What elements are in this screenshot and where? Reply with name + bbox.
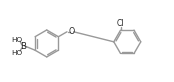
Text: Cl: Cl bbox=[117, 19, 125, 28]
Text: B: B bbox=[20, 42, 26, 51]
Text: HO: HO bbox=[11, 50, 22, 56]
Text: O: O bbox=[69, 27, 75, 36]
Text: HO: HO bbox=[11, 36, 22, 43]
